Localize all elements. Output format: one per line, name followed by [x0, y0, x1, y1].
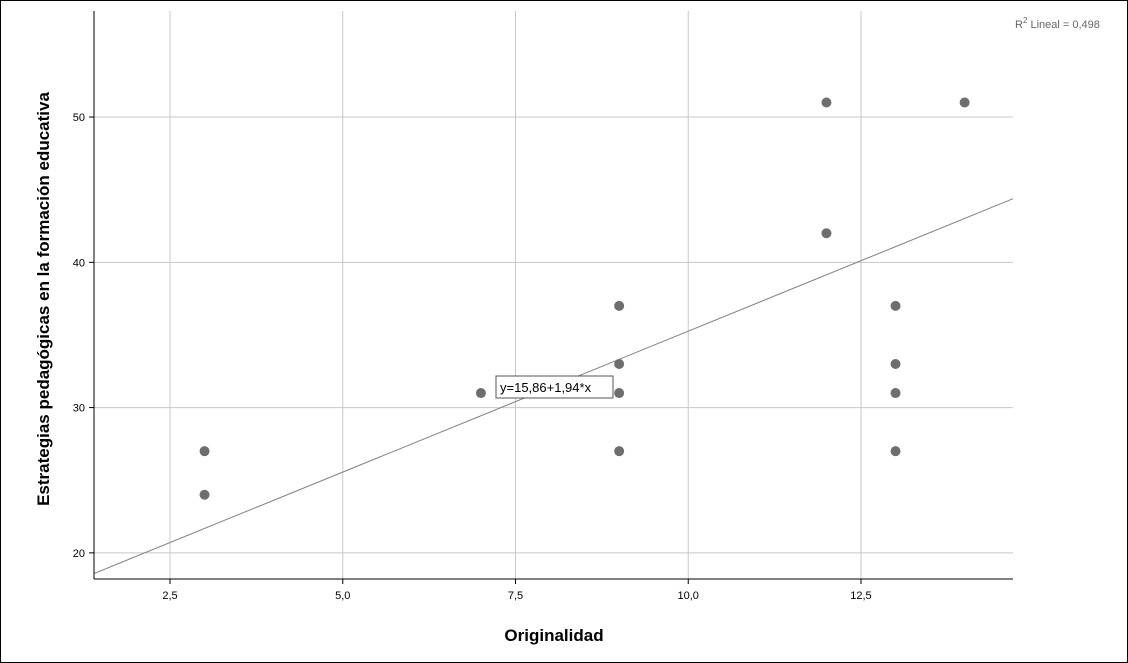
r2-superscript: 2	[1023, 16, 1028, 25]
r2-value: Lineal = 0,498	[1027, 19, 1099, 31]
data-point	[890, 446, 901, 457]
data-point	[821, 228, 832, 239]
data-point	[959, 97, 970, 108]
y-tick-label: 50	[73, 112, 85, 124]
x-tick-label: 12,5	[850, 590, 871, 602]
data-point	[199, 489, 210, 500]
data-points	[199, 97, 970, 500]
axes	[89, 11, 1013, 584]
equation-label: y=15,86+1,94*x	[500, 380, 592, 395]
y-tick-label: 30	[73, 403, 85, 415]
x-tick-label: 7,5	[508, 590, 523, 602]
x-tick-label: 10,0	[678, 590, 699, 602]
x-axis-title: Originalidad	[504, 626, 603, 645]
data-point	[614, 446, 625, 457]
grid-lines	[94, 11, 1013, 579]
r2-label: R2 Lineal = 0,498	[1015, 16, 1100, 31]
y-axis-title: Estrategias pedagógicas en la formación …	[34, 92, 53, 506]
data-point	[614, 388, 625, 399]
equation-box	[495, 375, 614, 399]
tick-labels: 2,5 5,0 7,5 10,0 12,5 20 30 40 50	[73, 112, 872, 602]
data-point	[614, 300, 625, 311]
data-point	[475, 388, 486, 399]
y-tick-label: 20	[73, 548, 85, 560]
annotations: R2 Lineal = 0,498 y=15,86+1,94*x	[495, 16, 1100, 399]
x-tick-label: 2,5	[162, 590, 177, 602]
r2-prefix: R	[1015, 19, 1023, 31]
data-point	[821, 97, 832, 108]
x-tick-label: 5,0	[335, 590, 350, 602]
data-point	[890, 359, 901, 370]
y-tick-label: 40	[73, 257, 85, 269]
data-point	[199, 446, 210, 457]
data-point	[890, 388, 901, 399]
data-point	[890, 300, 901, 311]
data-point	[614, 359, 625, 370]
